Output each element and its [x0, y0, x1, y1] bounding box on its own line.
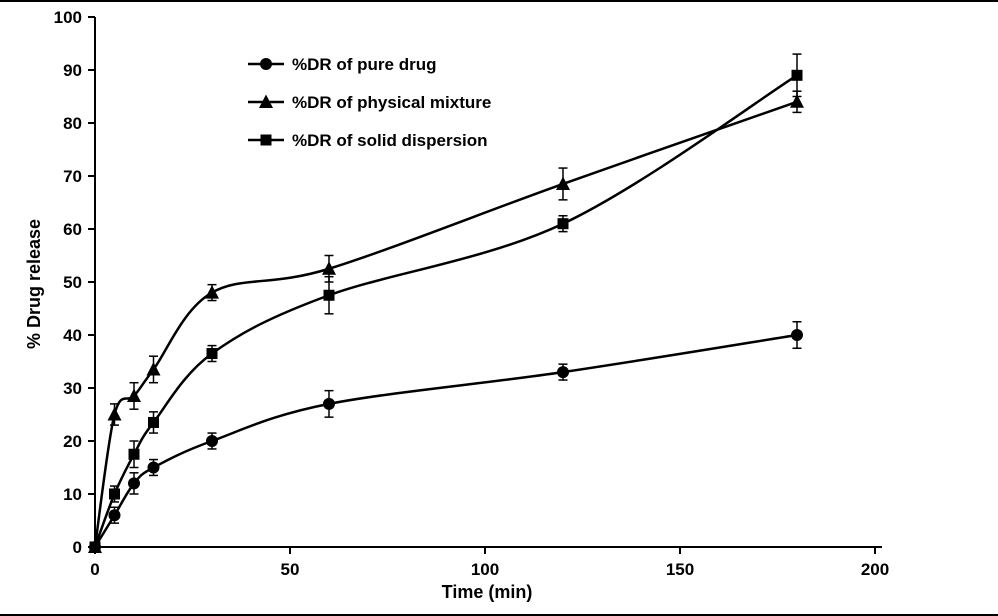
square-marker — [148, 416, 159, 428]
legend-item-dr-of-pure-drug: %DR of pure drug — [248, 55, 437, 74]
circle-marker — [108, 509, 121, 522]
legend-item-dr-of-physical-mixture: %DR of physical mixture — [248, 93, 491, 112]
triangle-marker — [205, 285, 219, 299]
y-tick-label: 30 — [63, 379, 82, 398]
plot-area: 0 10 20 30 40 50 60 70 80 90 100 0 50 100 150 200 %DR of… — [54, 8, 890, 579]
y-tick-label: 90 — [63, 61, 82, 80]
legend-label: %DR of pure drug — [292, 55, 437, 74]
x-axis-title: Time (min) — [442, 582, 533, 602]
y-tick-label: 60 — [63, 220, 82, 239]
y-tick-label: 100 — [54, 8, 82, 27]
legend-label: %DR of physical mixture — [292, 93, 491, 112]
x-tick-label: 150 — [666, 560, 694, 579]
square-marker — [89, 541, 101, 553]
triangle-marker — [322, 261, 336, 275]
series-dr-of-solid-dispersion — [89, 53, 803, 553]
axes: 0 10 20 30 40 50 60 70 80 90 100 0 50 100 150 200 — [54, 8, 890, 579]
circle-marker — [791, 329, 803, 341]
y-tick-label: 40 — [63, 326, 82, 345]
x-tick-label: 100 — [471, 560, 499, 579]
series-dr-of-physical-mixture — [88, 90, 804, 553]
y-tick-label: 80 — [63, 114, 82, 133]
triangle-marker — [790, 94, 804, 108]
square-marker — [128, 448, 140, 460]
series-line — [93, 74, 798, 548]
square-marker — [206, 348, 218, 360]
y-axis-title: % Drug release — [24, 219, 44, 349]
triangle-marker — [146, 361, 161, 376]
square-marker — [557, 218, 569, 230]
circle-marker — [206, 435, 218, 447]
y-tick-label: 70 — [63, 167, 82, 186]
series-line — [93, 100, 798, 548]
x-tick-label: 0 — [90, 560, 99, 579]
triangle-marker — [107, 407, 122, 421]
circle-marker — [260, 58, 272, 70]
triangle-marker — [556, 176, 570, 190]
legend: %DR of pure drug %DR of physical mixture%… — [248, 55, 491, 150]
x-tick-label: 200 — [861, 560, 889, 579]
triangle-marker — [127, 388, 141, 402]
square-marker — [323, 289, 335, 301]
circle-marker — [557, 366, 569, 379]
square-marker — [791, 69, 803, 81]
legend-label: %DR of solid dispersion — [292, 131, 488, 150]
series-dr-of-pure-drug — [89, 321, 803, 553]
circle-marker — [128, 477, 140, 490]
y-tick-label: 0 — [73, 538, 82, 557]
triangle-marker — [259, 94, 273, 108]
y-tick-label: 10 — [63, 485, 82, 504]
circle-marker — [323, 397, 335, 410]
square-marker — [109, 488, 120, 500]
series-line — [93, 333, 798, 548]
x-tick-label: 50 — [281, 560, 300, 579]
legend-item-dr-of-solid-dispersion: %DR of solid dispersion — [248, 131, 488, 150]
circle-marker — [147, 461, 160, 474]
y-tick-label: 50 — [63, 273, 82, 292]
y-tick-label: 20 — [63, 432, 82, 451]
square-marker — [260, 134, 272, 146]
